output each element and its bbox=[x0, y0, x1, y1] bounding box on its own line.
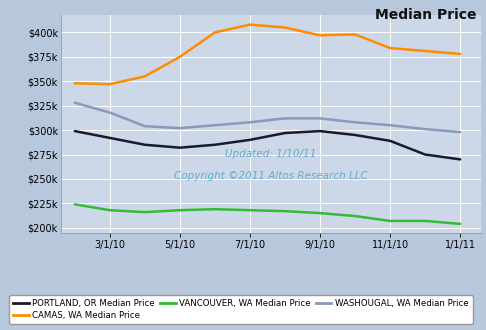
Text: Updated: 1/10/11: Updated: 1/10/11 bbox=[226, 149, 316, 159]
Text: Copyright ©2011 Altos Research LLC: Copyright ©2011 Altos Research LLC bbox=[174, 171, 368, 181]
Text: Median Price: Median Price bbox=[375, 8, 476, 22]
Legend: PORTLAND, OR Median Price, CAMAS, WA Median Price, VANCOUVER, WA Median Price, W: PORTLAND, OR Median Price, CAMAS, WA Med… bbox=[9, 295, 473, 324]
